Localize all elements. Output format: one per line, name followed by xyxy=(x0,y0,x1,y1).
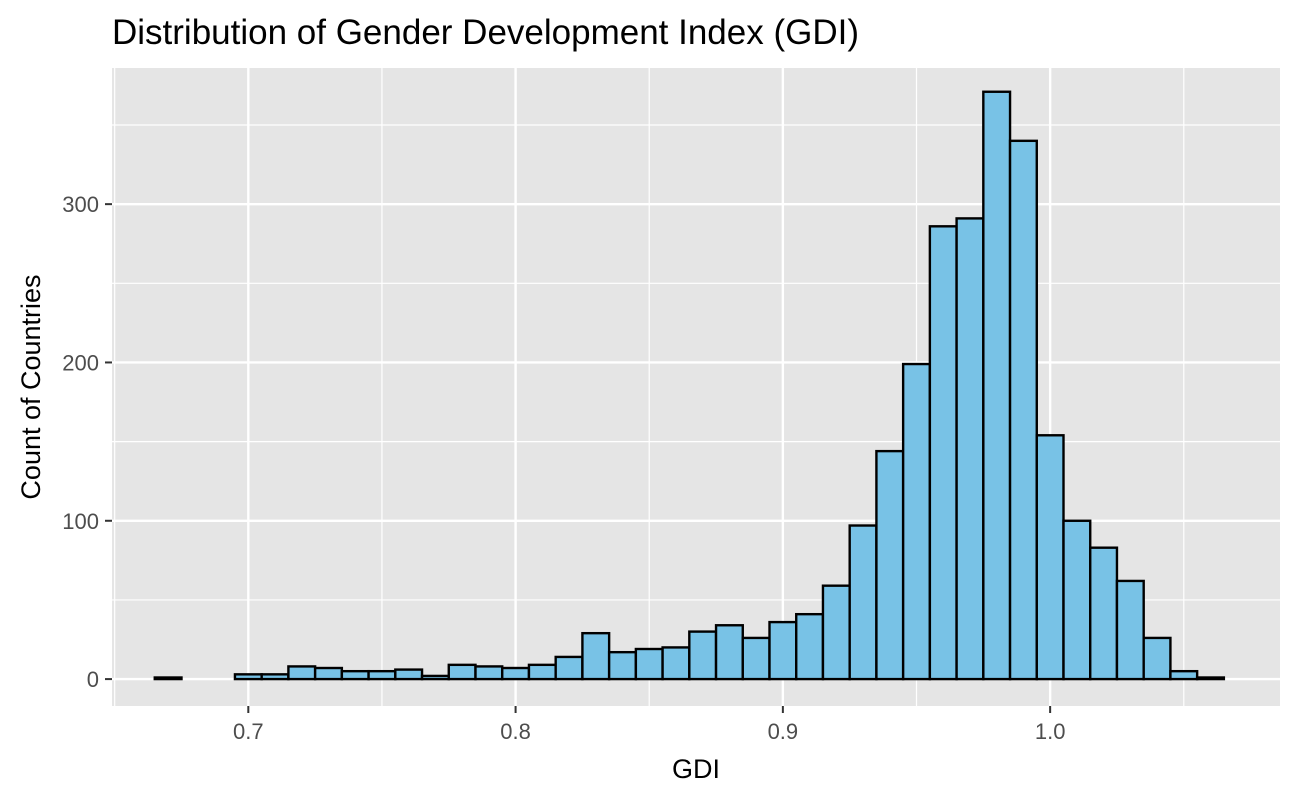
histogram-bar xyxy=(634,647,664,681)
y-axis-title: Count of Countries xyxy=(16,274,46,499)
histogram-bar xyxy=(1035,434,1065,681)
y-axis: 0 100 200 300 xyxy=(62,192,112,692)
histogram-bar xyxy=(768,620,798,681)
histogram-bar xyxy=(1089,546,1119,681)
histogram-bar xyxy=(1062,519,1092,681)
histogram-bar xyxy=(661,646,691,681)
y-tick-label: 300 xyxy=(62,192,99,217)
histogram-bar xyxy=(287,665,317,681)
histogram-bar xyxy=(153,676,183,681)
x-tick-label: 1.0 xyxy=(1035,719,1066,744)
histogram-bar xyxy=(340,669,370,681)
histogram-bar xyxy=(982,90,1012,681)
histogram-bar xyxy=(527,663,557,681)
histogram-bar xyxy=(367,669,397,681)
y-tick-label: 0 xyxy=(87,667,99,692)
x-tick-label: 0.7 xyxy=(233,719,264,744)
y-tick-label: 100 xyxy=(62,509,99,534)
histogram-bar xyxy=(554,655,584,681)
histogram-bar xyxy=(501,666,531,681)
histogram-bar xyxy=(420,674,450,681)
x-tick-label: 0.9 xyxy=(768,719,799,744)
histogram-bar xyxy=(447,663,477,681)
histogram-bar xyxy=(581,631,611,681)
histogram-bar xyxy=(474,665,504,681)
histogram-bar xyxy=(233,673,263,681)
histogram-bar xyxy=(955,217,985,681)
histogram-bar xyxy=(260,673,290,681)
histogram-bars xyxy=(153,90,1226,681)
chart-title: Distribution of Gender Development Index… xyxy=(112,13,859,52)
x-tick-label: 0.8 xyxy=(500,719,531,744)
y-tick-label: 200 xyxy=(62,350,99,375)
histogram-bar xyxy=(901,362,932,681)
histogram-bar xyxy=(394,668,424,681)
histogram-bar xyxy=(795,612,825,681)
histogram-bar xyxy=(313,666,344,681)
histogram-bar xyxy=(714,624,744,681)
histogram-bar xyxy=(1115,579,1145,681)
histogram-bar xyxy=(848,524,878,681)
histogram-bar xyxy=(928,225,958,681)
histogram-bar xyxy=(1195,676,1226,681)
histogram-bar xyxy=(1169,669,1199,681)
histogram-bar xyxy=(821,584,851,681)
histogram-bar xyxy=(607,650,638,681)
x-axis: 0.7 0.8 0.9 1.0 xyxy=(233,706,1065,744)
histogram-bar xyxy=(875,449,905,681)
histogram-bar xyxy=(1008,139,1038,681)
histogram-bar xyxy=(1142,636,1172,681)
x-axis-title: GDI xyxy=(672,754,720,784)
histogram-bar xyxy=(741,636,771,681)
histogram-bar xyxy=(688,630,718,681)
